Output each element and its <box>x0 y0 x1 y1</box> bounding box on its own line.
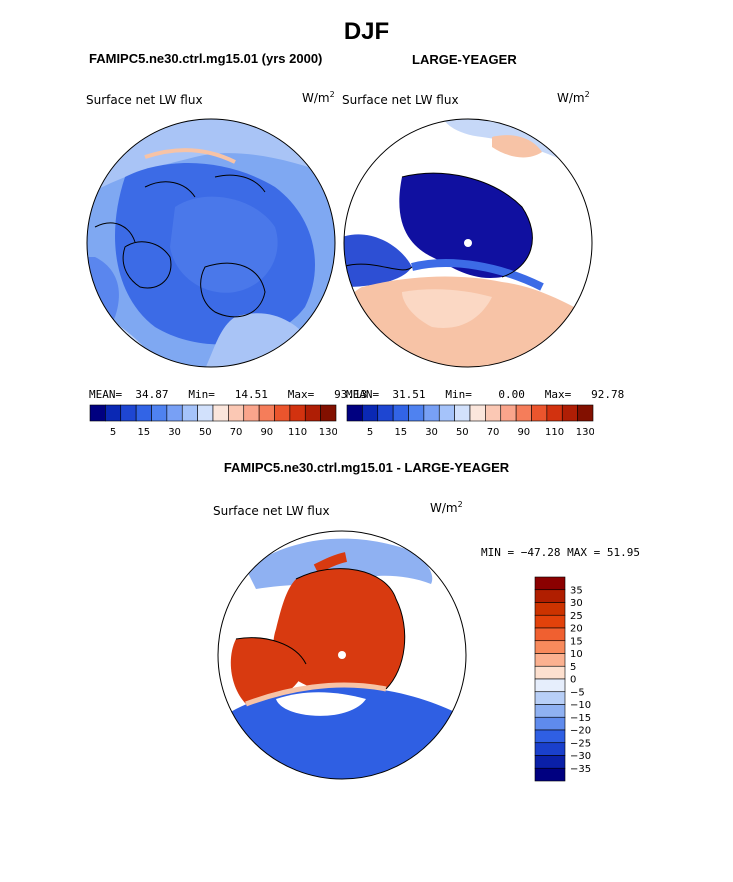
colorbar-swatch <box>258 404 275 422</box>
colorbar-tick-label: 90 <box>260 427 273 438</box>
colorbar-swatch <box>89 404 106 422</box>
diff-colorbar-swatch <box>534 729 566 744</box>
colorbar-swatch <box>135 404 152 422</box>
page-title: DJF <box>343 18 390 45</box>
colorbar-swatch <box>500 404 517 422</box>
diff-colorbar-tick-label: −20 <box>570 726 591 737</box>
colorbar-swatch <box>515 404 532 422</box>
colorbar-swatch <box>577 404 594 422</box>
diff-colorbar-tick-label: 25 <box>570 611 583 622</box>
right-polar-map <box>343 118 593 368</box>
colorbar-tick-label: 50 <box>456 427 469 438</box>
diff-colorbar-tick-label: −15 <box>570 713 591 724</box>
diff-colorbar-swatch <box>534 653 566 667</box>
diff-colorbar-swatch <box>534 767 566 782</box>
left-polar-map <box>86 118 336 368</box>
colorbar-tick-label: 5 <box>367 427 373 438</box>
diff-variable-label: Surface net LW flux <box>213 504 330 518</box>
colorbar-swatch <box>485 404 502 422</box>
colorbar-swatch <box>289 404 306 422</box>
colorbar-swatch <box>212 404 229 422</box>
colorbar-swatch <box>346 404 363 422</box>
colorbar-swatch <box>320 404 337 422</box>
right-stats: MEAN= 31.51 Min= 0.00 Max= 92.78 <box>346 388 625 401</box>
diff-panel-title: FAMIPC5.ne30.ctrl.mg15.01 - LARGE-YEAGER <box>223 460 510 475</box>
colorbar-swatch <box>151 404 168 422</box>
diff-polar-map <box>217 530 467 780</box>
colorbar-swatch <box>243 404 260 422</box>
diff-colorbar-swatch <box>534 678 566 693</box>
diff-units-label: W/m2 <box>430 500 463 515</box>
right-colorbar: 5 15 30 50 70 90 110 130 <box>346 404 594 438</box>
colorbar-swatch <box>561 404 578 422</box>
diff-colorbar-swatch <box>534 691 566 705</box>
left-variable-label: Surface net LW flux <box>86 93 203 107</box>
diff-colorbar-tick-label: 10 <box>570 649 583 660</box>
colorbar-swatch <box>377 404 394 422</box>
diff-colorbar-swatch <box>534 640 566 654</box>
colorbar-tick-label: 15 <box>394 427 407 438</box>
colorbar-swatch <box>197 404 214 422</box>
colorbar-swatch <box>546 404 563 422</box>
colorbar-swatch <box>304 404 321 422</box>
diff-colorbar-swatch <box>534 589 566 603</box>
colorbar-tick-label: 70 <box>230 427 243 438</box>
diff-colorbar-tick-label: 20 <box>570 624 583 635</box>
diff-colorbar-tick-label: 15 <box>570 636 583 647</box>
colorbar-swatch <box>274 404 291 422</box>
colorbar-swatch <box>228 404 245 422</box>
left-stats: MEAN= 34.87 Min= 14.51 Max= 93.13 <box>89 388 368 401</box>
diff-colorbar-swatch <box>534 614 566 629</box>
diff-colorbar-tick-label: −30 <box>570 751 591 762</box>
colorbar-swatch <box>105 404 122 422</box>
colorbar-tick-label: 90 <box>517 427 530 438</box>
colorbar-swatch <box>166 404 183 422</box>
colorbar-tick-label: 110 <box>288 427 307 438</box>
colorbar-swatch <box>454 404 471 422</box>
left-colorbar: 5 15 30 50 70 90 110 130 <box>89 404 337 438</box>
colorbar-swatch <box>392 404 409 422</box>
diff-minmax: MIN = −47.28 MAX = 51.95 <box>481 546 640 559</box>
diff-colorbar-tick-label: 0 <box>570 675 576 686</box>
right-panel-title: LARGE-YEAGER <box>412 52 517 67</box>
diff-colorbar-tick-label: −35 <box>570 764 591 775</box>
colorbar-tick-label: 50 <box>199 427 212 438</box>
colorbar-swatch <box>362 404 379 422</box>
diff-colorbar-tick-label: −5 <box>570 687 585 698</box>
colorbar-tick-label: 70 <box>487 427 500 438</box>
left-units-label: W/m2 <box>302 90 335 105</box>
diff-colorbar-tick-label: 5 <box>570 662 576 673</box>
diff-colorbar-swatch <box>534 716 566 731</box>
colorbar-tick-label: 30 <box>168 427 181 438</box>
colorbar-swatch <box>181 404 198 422</box>
diff-colorbar-tick-label: −25 <box>570 738 591 749</box>
diff-colorbar-swatch <box>534 755 566 769</box>
diff-colorbar-swatch <box>534 742 566 756</box>
colorbar-swatch <box>423 404 440 422</box>
right-variable-label: Surface net LW flux <box>342 93 459 107</box>
diff-colorbar-tick-label: −10 <box>570 700 591 711</box>
left-panel-title: FAMIPC5.ne30.ctrl.mg15.01 (yrs 2000) <box>89 51 323 66</box>
diff-colorbar-swatch <box>534 602 566 616</box>
diff-colorbar-swatch <box>534 665 566 680</box>
right-units-label: W/m2 <box>557 90 590 105</box>
colorbar-tick-label: 110 <box>545 427 564 438</box>
colorbar-swatch <box>408 404 425 422</box>
colorbar-tick-label: 130 <box>576 427 594 438</box>
diff-colorbar-swatch <box>534 627 566 642</box>
diff-colorbar-swatch <box>534 704 566 718</box>
colorbar-tick-label: 130 <box>319 427 337 438</box>
colorbar-tick-label: 15 <box>137 427 150 438</box>
colorbar-tick-label: 30 <box>425 427 438 438</box>
colorbar-swatch <box>438 404 455 422</box>
diff-colorbar-tick-label: 30 <box>570 598 583 609</box>
colorbar-tick-label: 5 <box>110 427 116 438</box>
colorbar-swatch <box>469 404 486 422</box>
diff-colorbar-tick-label: 35 <box>570 585 583 596</box>
colorbar-swatch <box>531 404 548 422</box>
colorbar-swatch <box>120 404 137 422</box>
diff-colorbar-swatch <box>534 576 566 591</box>
